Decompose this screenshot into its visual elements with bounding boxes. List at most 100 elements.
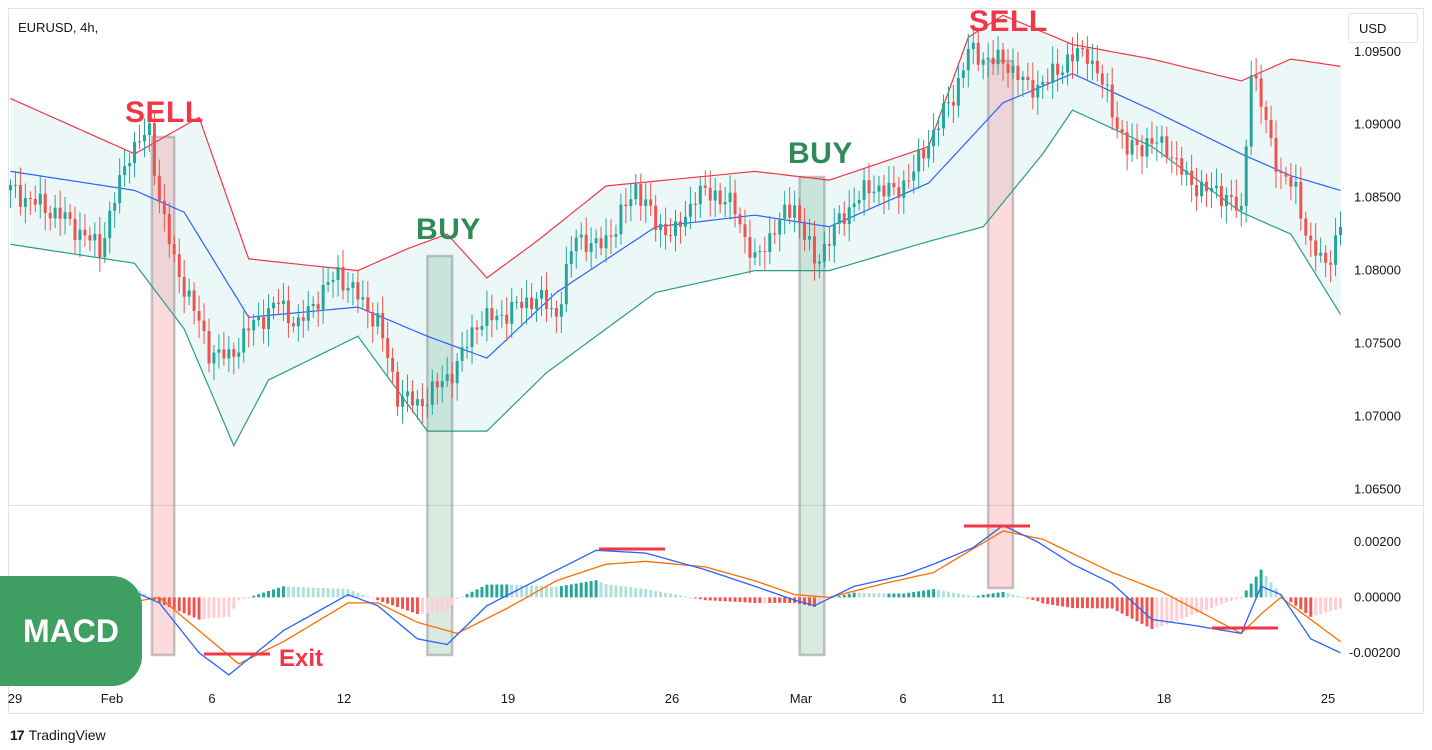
macd-histogram-bar <box>669 593 673 598</box>
candle-body <box>93 233 97 241</box>
candle-body <box>718 190 722 205</box>
candle-body <box>58 207 62 219</box>
candle-body <box>1304 218 1308 236</box>
candle-body <box>33 198 37 205</box>
buy-zone <box>426 254 454 657</box>
candle-body <box>763 251 767 253</box>
candle-body <box>887 182 891 197</box>
candle-body <box>758 251 762 253</box>
macd-histogram-bar <box>301 587 305 598</box>
candle-body <box>1001 49 1005 64</box>
candle-body <box>1324 252 1328 263</box>
time-axis-label: 25 <box>1321 691 1335 706</box>
candle-body <box>281 300 285 305</box>
price-axis-label: 1.09500 <box>1354 44 1401 59</box>
macd-histogram-bar <box>306 587 310 598</box>
macd-histogram-bar <box>798 597 802 604</box>
candle-body <box>917 149 921 172</box>
macd-histogram-bar <box>728 597 732 602</box>
candle-body <box>564 263 568 305</box>
macd-histogram-bar <box>907 592 911 598</box>
candle-body <box>167 214 171 245</box>
candle-body <box>272 302 275 309</box>
time-axis-label: Mar <box>790 691 813 706</box>
macd-histogram-bar <box>247 597 251 599</box>
candle-body <box>594 238 598 244</box>
tradingview-logo-icon: 17 <box>10 727 25 743</box>
candle-body <box>118 175 122 204</box>
macd-histogram-bar <box>639 588 643 598</box>
macd-histogram-bar <box>272 589 275 598</box>
price-axis-label: 1.07000 <box>1354 408 1401 423</box>
macd-histogram-bar <box>852 592 856 598</box>
candle-body <box>455 360 459 384</box>
currency-button[interactable]: USD <box>1348 13 1418 43</box>
candle-body <box>897 187 901 198</box>
candle-body <box>28 197 32 199</box>
candle-body <box>1334 235 1338 265</box>
macd-histogram-bar <box>837 596 841 598</box>
candle-body <box>951 102 955 106</box>
candle-body <box>1264 106 1268 120</box>
candle-body <box>485 308 489 326</box>
macd-histogram-bar <box>440 597 444 612</box>
macd-histogram-bar <box>1165 597 1169 625</box>
candle-body <box>515 301 519 303</box>
candle-body <box>832 223 836 246</box>
macd-histogram-bar <box>887 593 891 598</box>
macd-histogram-bar <box>1259 569 1263 598</box>
candle-body <box>1279 171 1283 173</box>
macd-histogram-bar <box>644 589 648 598</box>
candle-body <box>1224 194 1228 207</box>
macd-histogram-bar <box>951 592 955 598</box>
macd-histogram-bar <box>674 594 677 598</box>
macd-histogram-bar <box>336 588 340 598</box>
candle-body <box>376 313 380 327</box>
macd-histogram-bar <box>435 597 439 613</box>
candle-body <box>222 349 226 359</box>
candle-body <box>748 237 752 258</box>
candle-body <box>867 180 871 194</box>
candle-body <box>738 214 742 225</box>
candle-body <box>286 300 290 324</box>
candle-body <box>1085 48 1089 64</box>
candle-body <box>723 202 727 205</box>
macd-histogram-bar <box>1160 597 1164 627</box>
macd-histogram-bar <box>932 589 936 598</box>
candle-body <box>783 204 787 219</box>
candle-body <box>242 328 246 353</box>
candle-body <box>569 251 573 264</box>
candle-body <box>728 192 732 203</box>
macd-histogram-bar <box>718 597 722 601</box>
macd-axis-label: 0.00200 <box>1354 534 1401 549</box>
price-axis-label: 1.08500 <box>1354 190 1401 205</box>
chart-frame[interactable] <box>8 8 1424 714</box>
candle-body <box>1239 205 1243 211</box>
macd-histogram-bar <box>902 593 906 598</box>
candle-body <box>465 347 469 349</box>
candle-body <box>708 187 712 201</box>
macd-histogram-bar <box>391 597 395 606</box>
macd-histogram-bar <box>520 585 524 598</box>
candle-body <box>674 221 677 236</box>
macd-axis-label: -0.00200 <box>1349 645 1400 660</box>
candle-body <box>927 146 931 159</box>
macd-histogram-bar <box>242 597 246 599</box>
candle-body <box>1180 158 1184 175</box>
candle-body <box>420 399 424 407</box>
candle-body <box>276 302 280 305</box>
candle-body <box>1185 170 1189 175</box>
candle-body <box>649 199 653 206</box>
candle-body <box>1209 188 1213 192</box>
candle-body <box>217 349 221 353</box>
candle-body <box>500 314 504 316</box>
candle-body <box>425 404 429 407</box>
candle-body <box>157 175 161 201</box>
sell-signal-label: SELL <box>125 96 204 129</box>
macd-histogram-bar <box>1130 597 1134 619</box>
candle-body <box>73 218 77 241</box>
macd-histogram-bar <box>252 595 256 598</box>
candle-body <box>644 199 648 206</box>
brand-name[interactable]: TradingView <box>28 727 106 743</box>
